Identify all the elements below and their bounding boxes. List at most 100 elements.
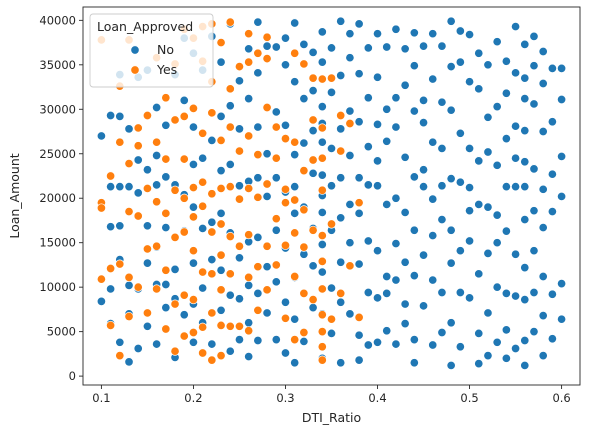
data-point-no	[501, 353, 511, 363]
data-point-yes	[170, 115, 180, 125]
data-point-no	[244, 351, 254, 362]
x-tick-label: 0.2	[184, 391, 202, 405]
data-point-no	[455, 57, 465, 67]
data-point-yes	[142, 183, 152, 193]
data-point-yes	[188, 212, 198, 222]
data-point-yes	[308, 155, 318, 165]
data-point-no	[253, 68, 263, 78]
data-point-no	[474, 48, 484, 58]
data-point-yes	[96, 274, 106, 284]
data-point-no	[317, 267, 327, 277]
data-point-no	[446, 258, 456, 268]
data-point-no	[188, 122, 198, 132]
data-point-yes	[271, 153, 281, 163]
data-point-no	[428, 137, 438, 147]
data-point-yes	[262, 32, 272, 42]
data-point-yes	[290, 228, 300, 238]
data-point-no	[345, 150, 355, 161]
data-point-no	[391, 239, 401, 249]
data-point-yes	[216, 250, 226, 260]
data-point-no	[446, 225, 456, 235]
data-point-no	[152, 102, 162, 113]
data-point-no	[161, 172, 171, 182]
data-point-no	[538, 351, 548, 361]
data-point-no	[428, 340, 438, 350]
data-point-no	[538, 223, 548, 233]
data-point-yes	[244, 272, 254, 282]
data-point-yes	[253, 192, 263, 202]
data-point-no	[106, 284, 116, 294]
data-point-no	[511, 182, 521, 192]
data-point-yes	[234, 62, 245, 72]
data-point-no	[142, 321, 152, 331]
data-point-yes	[336, 110, 346, 121]
data-point-no	[418, 95, 429, 105]
data-point-no	[428, 275, 438, 285]
data-point-no	[161, 303, 171, 313]
data-point-no	[280, 297, 291, 307]
data-point-yes	[290, 48, 300, 58]
data-point-yes	[244, 183, 254, 193]
data-point-no	[501, 325, 511, 335]
data-point-no	[363, 287, 373, 298]
data-point-yes	[317, 327, 327, 337]
data-point-yes	[280, 134, 291, 144]
data-point-no	[142, 165, 152, 175]
data-point-no	[198, 223, 208, 234]
data-point-no	[382, 42, 392, 52]
data-point-yes	[317, 153, 327, 163]
x-axis-title: DTI_Ratio	[302, 410, 361, 425]
data-point-no	[520, 126, 530, 136]
data-point-yes	[170, 232, 180, 242]
data-point-no	[372, 293, 383, 303]
data-point-no	[511, 291, 521, 301]
data-point-no	[179, 310, 189, 320]
data-point-no	[501, 288, 511, 298]
data-point-no	[538, 78, 548, 89]
data-point-no	[363, 142, 373, 152]
data-point-no	[520, 39, 530, 49]
y-tick-label: 20000	[39, 191, 76, 205]
data-point-yes	[225, 122, 235, 132]
data-point-yes	[262, 102, 272, 113]
data-point-no	[511, 343, 521, 354]
data-point-yes	[179, 290, 189, 300]
data-point-no	[372, 181, 383, 191]
data-point-yes	[124, 207, 134, 217]
data-point-yes	[317, 123, 327, 133]
data-point-no	[253, 232, 263, 242]
data-point-no	[372, 246, 383, 256]
legend-label-yes: Yes	[156, 62, 177, 77]
data-point-yes	[188, 103, 198, 113]
x-tick-label: 0.4	[368, 391, 386, 405]
data-point-yes	[216, 183, 226, 193]
data-point-yes	[234, 241, 245, 251]
data-point-no	[207, 135, 217, 145]
data-point-no	[418, 118, 429, 128]
data-point-yes	[225, 182, 235, 192]
data-point-no	[501, 134, 511, 144]
x-tick-label: 0.5	[460, 391, 478, 405]
data-point-no	[234, 124, 245, 134]
data-point-no	[372, 119, 383, 129]
data-point-no	[437, 327, 447, 338]
data-point-no	[354, 117, 364, 127]
data-point-yes	[345, 118, 355, 129]
data-point-no	[345, 199, 355, 209]
data-point-no	[465, 206, 475, 216]
data-point-no	[520, 335, 530, 346]
data-point-yes	[299, 205, 309, 215]
data-point-no	[538, 271, 548, 282]
data-point-no	[317, 137, 327, 147]
data-point-no	[152, 180, 162, 190]
data-point-yes	[106, 263, 116, 274]
data-point-no	[345, 53, 355, 63]
data-point-no	[262, 262, 272, 272]
data-point-no	[244, 94, 254, 104]
data-point-no	[345, 106, 355, 116]
data-point-yes	[115, 259, 125, 269]
data-point-no	[557, 151, 567, 161]
data-point-yes	[207, 269, 217, 279]
data-point-no	[529, 327, 539, 337]
y-tick-label: 15000	[39, 236, 76, 250]
